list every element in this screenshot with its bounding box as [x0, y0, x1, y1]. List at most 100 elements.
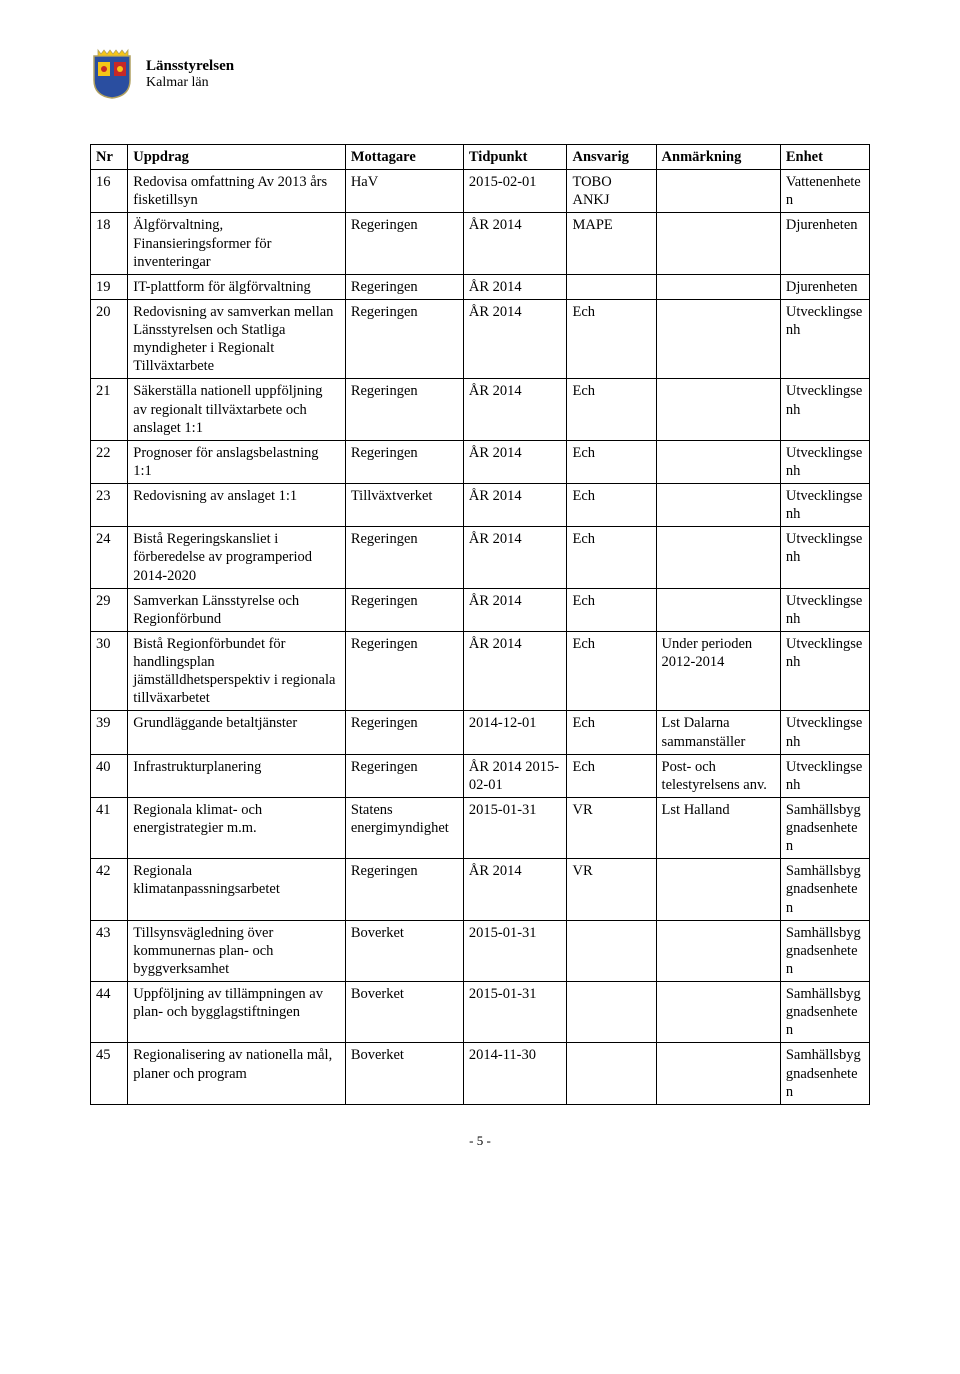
- cell-enhet: Utvecklingsenh: [780, 711, 869, 754]
- cell-ansvarig: [567, 920, 656, 981]
- cell-uppdrag: IT-plattform för älgförvaltning: [128, 274, 346, 299]
- cell-nr: 43: [91, 920, 128, 981]
- table-row: 16Redovisa omfattning Av 2013 års fisket…: [91, 170, 870, 213]
- cell-ansvarig: Ech: [567, 299, 656, 379]
- cell-uppdrag: Uppföljning av tillämpningen av plan- oc…: [128, 982, 346, 1043]
- table-row: 23Redovisning av anslaget 1:1Tillväxtver…: [91, 484, 870, 527]
- th-uppdrag: Uppdrag: [128, 145, 346, 170]
- cell-mottagare: Regeringen: [345, 440, 463, 483]
- table-body: 16Redovisa omfattning Av 2013 års fisket…: [91, 170, 870, 1105]
- cell-enhet: Vattenenheten: [780, 170, 869, 213]
- cell-nr: 21: [91, 379, 128, 440]
- cell-nr: 22: [91, 440, 128, 483]
- cell-anmarkning: [656, 1043, 780, 1104]
- cell-anmarkning: [656, 274, 780, 299]
- page-number: - 5 -: [90, 1133, 870, 1149]
- table-row: 45Regionalisering av nationella mål, pla…: [91, 1043, 870, 1104]
- cell-uppdrag: Älgförvaltning, Finansieringsformer för …: [128, 213, 346, 274]
- cell-mottagare: Regeringen: [345, 631, 463, 711]
- brand-line2: Kalmar län: [146, 75, 234, 90]
- cell-uppdrag: Regionala klimatanpassningsarbetet: [128, 859, 346, 920]
- cell-ansvarig: VR: [567, 859, 656, 920]
- cell-enhet: Samhällsbyggnadsenheten: [780, 859, 869, 920]
- cell-enhet: Samhällsbyggnadsenheten: [780, 797, 869, 858]
- cell-tidpunkt: ÅR 2014: [463, 588, 567, 631]
- cell-tidpunkt: 2014-11-30: [463, 1043, 567, 1104]
- page-header: Länsstyrelsen Kalmar län: [90, 48, 870, 100]
- table-row: 44Uppföljning av tillämpningen av plan- …: [91, 982, 870, 1043]
- cell-nr: 29: [91, 588, 128, 631]
- cell-uppdrag: Infrastrukturplanering: [128, 754, 346, 797]
- cell-anmarkning: Post- och telestyrelsens anv.: [656, 754, 780, 797]
- cell-tidpunkt: ÅR 2014: [463, 527, 567, 588]
- cell-mottagare: Regeringen: [345, 299, 463, 379]
- th-anmarkning: Anmärkning: [656, 145, 780, 170]
- cell-tidpunkt: 2014-12-01: [463, 711, 567, 754]
- cell-uppdrag: Säkerställa nationell uppföljning av reg…: [128, 379, 346, 440]
- cell-enhet: Utvecklingsenh: [780, 631, 869, 711]
- cell-anmarkning: [656, 213, 780, 274]
- cell-ansvarig: TOBO ANKJ: [567, 170, 656, 213]
- cell-anmarkning: [656, 379, 780, 440]
- cell-uppdrag: Regionala klimat- och energistrategier m…: [128, 797, 346, 858]
- cell-anmarkning: [656, 527, 780, 588]
- cell-nr: 40: [91, 754, 128, 797]
- cell-anmarkning: [656, 982, 780, 1043]
- cell-enhet: Utvecklingsenh: [780, 527, 869, 588]
- cell-enhet: Utvecklingsenh: [780, 299, 869, 379]
- th-tidpunkt: Tidpunkt: [463, 145, 567, 170]
- table-row: 43Tillsynsvägledning över kommunernas pl…: [91, 920, 870, 981]
- cell-ansvarig: MAPE: [567, 213, 656, 274]
- table-row: 22Prognoser för anslagsbelastning 1:1Reg…: [91, 440, 870, 483]
- cell-nr: 41: [91, 797, 128, 858]
- cell-nr: 39: [91, 711, 128, 754]
- table-row: 42Regionala klimatanpassningsarbetetRege…: [91, 859, 870, 920]
- cell-tidpunkt: ÅR 2014: [463, 299, 567, 379]
- cell-anmarkning: [656, 920, 780, 981]
- table-row: 20Redovisning av samverkan mellan Länsst…: [91, 299, 870, 379]
- cell-tidpunkt: 2015-01-31: [463, 982, 567, 1043]
- th-enhet: Enhet: [780, 145, 869, 170]
- cell-nr: 45: [91, 1043, 128, 1104]
- cell-tidpunkt: ÅR 2014: [463, 213, 567, 274]
- cell-anmarkning: Under perioden 2012-2014: [656, 631, 780, 711]
- cell-ansvarig: [567, 274, 656, 299]
- cell-mottagare: Regeringen: [345, 588, 463, 631]
- cell-mottagare: Regeringen: [345, 859, 463, 920]
- cell-anmarkning: [656, 484, 780, 527]
- cell-tidpunkt: ÅR 2014: [463, 859, 567, 920]
- uppdrag-table: Nr Uppdrag Mottagare Tidpunkt Ansvarig A…: [90, 144, 870, 1105]
- brand-text: Länsstyrelsen Kalmar län: [146, 58, 234, 90]
- cell-uppdrag: Grundläggande betaltjänster: [128, 711, 346, 754]
- cell-mottagare: Regeringen: [345, 711, 463, 754]
- cell-uppdrag: Redovisa omfattning Av 2013 års fisketil…: [128, 170, 346, 213]
- cell-enhet: Utvecklingsenh: [780, 484, 869, 527]
- cell-mottagare: Regeringen: [345, 379, 463, 440]
- cell-tidpunkt: ÅR 2014: [463, 274, 567, 299]
- cell-mottagare: Boverket: [345, 1043, 463, 1104]
- cell-mottagare: Boverket: [345, 920, 463, 981]
- cell-enhet: Samhällsbyggnadsenheten: [780, 1043, 869, 1104]
- cell-ansvarig: Ech: [567, 440, 656, 483]
- cell-enhet: Djurenheten: [780, 213, 869, 274]
- cell-nr: 24: [91, 527, 128, 588]
- th-nr: Nr: [91, 145, 128, 170]
- cell-ansvarig: VR: [567, 797, 656, 858]
- cell-ansvarig: [567, 1043, 656, 1104]
- th-mottagare: Mottagare: [345, 145, 463, 170]
- cell-nr: 19: [91, 274, 128, 299]
- cell-mottagare: Statens energimyndighet: [345, 797, 463, 858]
- cell-nr: 23: [91, 484, 128, 527]
- cell-mottagare: Regeringen: [345, 274, 463, 299]
- cell-nr: 30: [91, 631, 128, 711]
- cell-enhet: Utvecklingsenh: [780, 754, 869, 797]
- cell-anmarkning: [656, 440, 780, 483]
- cell-uppdrag: Prognoser för anslagsbelastning 1:1: [128, 440, 346, 483]
- table-row: 39Grundläggande betaltjänsterRegeringen2…: [91, 711, 870, 754]
- cell-uppdrag: Redovisning av samverkan mellan Länsstyr…: [128, 299, 346, 379]
- cell-ansvarig: Ech: [567, 527, 656, 588]
- cell-tidpunkt: ÅR 2014: [463, 440, 567, 483]
- table-row: 24Bistå Regeringskansliet i förberedelse…: [91, 527, 870, 588]
- cell-tidpunkt: ÅR 2014: [463, 379, 567, 440]
- cell-anmarkning: Lst Dalarna sammanställer: [656, 711, 780, 754]
